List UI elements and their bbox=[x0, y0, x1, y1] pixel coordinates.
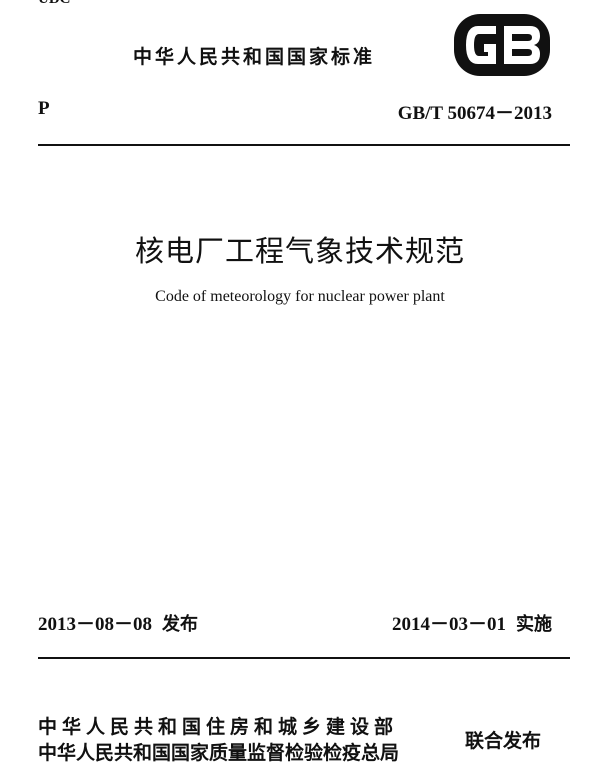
issue-label: 发布 bbox=[162, 614, 199, 635]
classification-code: P bbox=[38, 98, 50, 119]
udc-label: UDC bbox=[38, 0, 71, 8]
bottom-divider bbox=[38, 657, 570, 659]
implement-date-value: 2014－03－01 bbox=[391, 614, 506, 635]
publisher-2: 中华人民共和国国家质量监督检验检疫总局 bbox=[38, 742, 400, 764]
issue-date-value: 2013－08－08 bbox=[38, 614, 153, 635]
document-title: 核电厂工程气象技术规范 bbox=[134, 234, 465, 268]
document-title-english: Code of meteorology for nuclear power pl… bbox=[155, 288, 445, 305]
publisher-1: 中华人民共和国住房和城乡建设部 bbox=[38, 716, 399, 738]
top-divider bbox=[38, 144, 570, 146]
joint-publish-label: 联合发布 bbox=[465, 730, 542, 752]
implement-label: 实施 bbox=[516, 614, 552, 635]
standard-type: 中华人民共和国国家标准 bbox=[133, 46, 376, 68]
standard-code: GB/T 50674－2013 bbox=[397, 103, 552, 124]
implement-date: 2014－03－01 实施 bbox=[392, 609, 552, 636]
gb-logo bbox=[454, 14, 550, 76]
issue-date: 2013－08－08 发布 bbox=[38, 609, 198, 636]
